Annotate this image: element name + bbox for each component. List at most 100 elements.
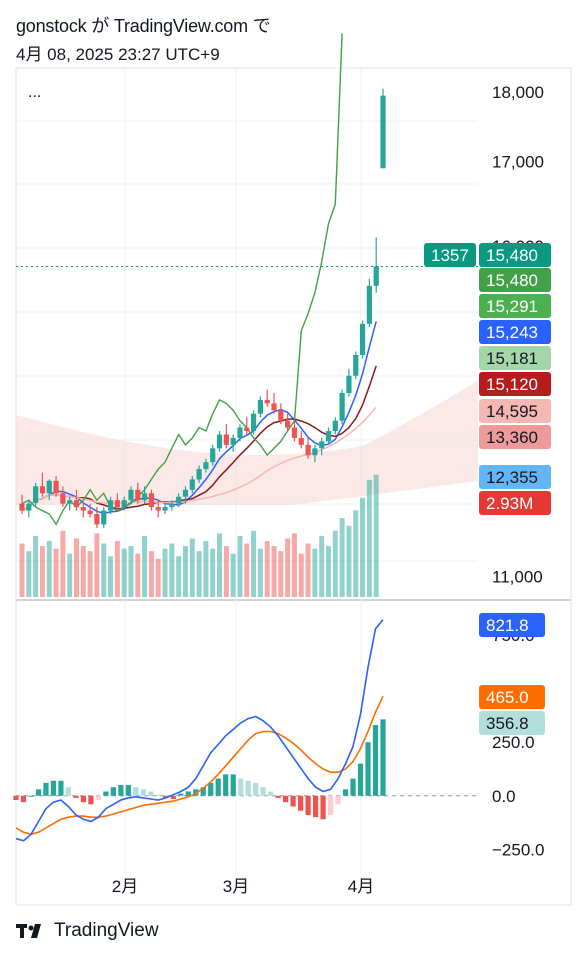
price-label-badge: [479, 320, 551, 344]
macd-histogram-bar: [238, 778, 244, 796]
volume-bar: [87, 551, 93, 597]
volume-bar: [373, 474, 379, 597]
volume-bar: [94, 533, 100, 597]
price-label-badge: [479, 491, 551, 515]
volume-bar: [312, 548, 318, 597]
macd-histogram-bar: [73, 795, 79, 798]
candle-body: [244, 427, 250, 432]
volume-bar: [285, 538, 291, 597]
price-label-badge: [479, 425, 551, 449]
volume-bar: [53, 548, 59, 597]
macd-histogram-bar: [357, 763, 364, 796]
volume-bar: [182, 546, 188, 597]
volume-bar: [46, 541, 52, 597]
volume-bar: [169, 543, 175, 597]
macd-value-badge: [479, 613, 545, 637]
candle-body: [237, 427, 243, 438]
macd-histogram-bar: [260, 787, 266, 796]
volume-bar: [142, 535, 148, 597]
macd-histogram-bar: [163, 795, 169, 798]
macd-histogram-bar: [230, 774, 236, 796]
macd-histogram-bar: [140, 789, 146, 796]
macd-histogram-bar: [298, 795, 304, 811]
macd-histogram-bar: [65, 787, 72, 796]
candle-body: [366, 285, 372, 324]
price-tick-label: 18,000: [492, 83, 544, 102]
candle-body: [319, 441, 325, 449]
macd-value-text: 356.8: [486, 714, 529, 733]
macd-histogram-bar: [268, 791, 274, 796]
macd-histogram-bar: [103, 791, 109, 796]
macd-histogram-bar: [110, 787, 116, 796]
macd-histogram-bar: [335, 795, 341, 805]
candle-body: [73, 500, 80, 508]
candle-body: [155, 507, 161, 511]
macd-histogram-bar: [28, 795, 34, 797]
volume-bar: [80, 546, 86, 597]
price-label-badge: [479, 372, 551, 396]
macd-histogram-bar: [215, 778, 221, 796]
candle-body: [142, 493, 148, 501]
volume-bar: [271, 546, 277, 597]
macd-value-badge: [479, 685, 545, 709]
candle-body: [60, 493, 66, 504]
volume-bar: [366, 479, 372, 597]
sma-5-line: [21, 321, 377, 515]
candle-body: [339, 393, 345, 421]
candle-body: [182, 489, 189, 497]
candle-body: [114, 500, 120, 508]
volume-bar: [346, 525, 352, 597]
price-label-text: 13,360: [486, 428, 538, 447]
candle-body: [223, 434, 229, 445]
price-label-badge: [479, 346, 551, 370]
price-label-text: 15,181: [486, 349, 538, 368]
price-label-text: 15,120: [486, 375, 538, 394]
candle-body: [373, 266, 379, 286]
volume-bar: [128, 546, 134, 597]
candle-body: [67, 500, 73, 504]
volume-bar: [203, 541, 209, 597]
macd-histogram-bar: [380, 719, 386, 796]
candle-body: [53, 480, 59, 494]
macd-histogram-bar: [372, 725, 379, 796]
candle-body: [176, 496, 182, 504]
candle-body: [80, 507, 86, 511]
volume-bar: [291, 533, 297, 597]
volume-bar: [223, 546, 229, 597]
footer-brand[interactable]: TradingView: [54, 920, 159, 941]
price-label-badge: [479, 294, 551, 318]
volume-bar: [257, 548, 263, 597]
footer: TradingView: [16, 920, 159, 942]
candle-body: [210, 448, 216, 463]
macd-histogram-bar: [88, 795, 94, 805]
candle-body: [128, 489, 134, 501]
macd-histogram-bar: [320, 795, 326, 820]
macd-tick-label: 0.0: [492, 787, 516, 806]
candle-body: [264, 399, 270, 404]
volume-bar: [217, 533, 223, 597]
candle-body: [189, 479, 195, 490]
macd-tick-label: −250.0: [492, 840, 544, 859]
candle-body: [169, 503, 175, 508]
more-menu-icon[interactable]: ...: [28, 84, 42, 101]
macd-histogram-bar: [43, 782, 49, 796]
macd-value-badge: [479, 711, 545, 735]
macd-histogram-bar: [365, 742, 371, 796]
volume-bar: [360, 497, 366, 597]
countdown-text: 1357: [431, 246, 469, 265]
volume-bar: [298, 553, 304, 597]
candle-body: [332, 420, 338, 432]
candle-body: [285, 420, 291, 428]
candle-body: [46, 480, 52, 494]
macd-histogram-bar: [80, 795, 87, 803]
candle-body: [135, 489, 141, 501]
volume-bar: [339, 518, 345, 597]
candle-body: [359, 323, 366, 355]
volume-bar: [67, 553, 73, 597]
macd-value-text: 821.8: [486, 616, 529, 635]
macd-histogram-bar: [155, 794, 161, 796]
candle-body: [216, 434, 223, 449]
macd-signal-line: [15, 695, 384, 836]
countdown-badge: [424, 243, 476, 267]
